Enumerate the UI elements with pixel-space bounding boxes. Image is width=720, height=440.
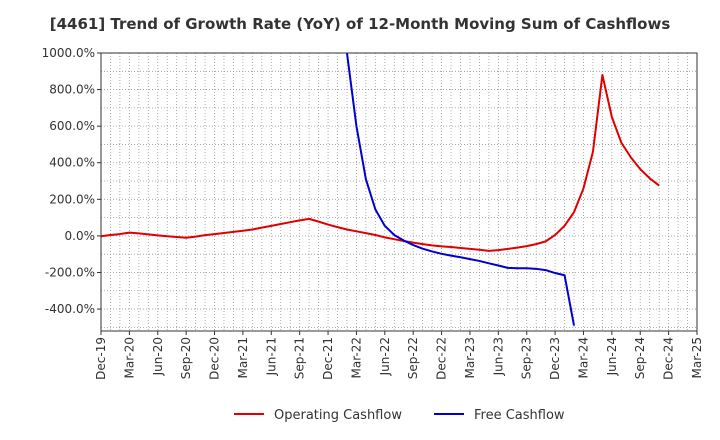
series-lines [101,53,660,326]
y-tick-label: 600.0% [49,119,95,133]
x-tick-label: Dec-24 [662,337,676,380]
x-tick-label: Mar-22 [349,337,363,378]
x-tick-label: Dec-19 [94,337,108,380]
x-tick-label: Sep-22 [406,337,420,379]
y-tick-label: 800.0% [49,83,95,97]
y-tick-label: 1000.0% [42,46,95,60]
x-tick-label: Jun-20 [151,337,165,376]
x-tick-label: Jun-23 [491,337,505,376]
legend-label: Free Cashflow [474,408,565,423]
y-tick-label: 0.0% [65,229,96,243]
series-line-free-cashflow [345,53,576,326]
grid-lines [101,53,697,331]
y-tick-label: 400.0% [49,156,95,170]
x-tick-label: Mar-23 [463,337,477,378]
y-tick-label: 200.0% [49,192,95,206]
x-tick-label: Mar-20 [122,337,136,378]
x-tick-label: Sep-20 [179,337,193,379]
y-axis-ticks: 1000.0% 800.0% 600.0% 400.0% 200.0% 0.0% -200.… [42,46,101,316]
x-tick-label: Sep-21 [293,337,307,379]
legend-item-free-cashflow: Free Cashflow [434,408,565,423]
x-tick-label: Dec-23 [548,337,562,380]
legend-label: Operating Cashflow [274,408,402,423]
plot-area [101,53,697,331]
plot-frame [100,52,698,332]
x-tick-label: Dec-22 [435,337,449,380]
x-tick-label: Dec-20 [208,337,222,380]
x-tick-label: Mar-21 [236,337,250,378]
x-tick-label: Mar-24 [576,337,590,378]
x-tick-label: Mar-25 [690,337,704,378]
x-tick-label: Sep-23 [520,337,534,379]
x-tick-label: Jun-21 [264,337,278,376]
x-tick-label: Jun-24 [605,337,619,376]
x-tick-label: Sep-24 [633,337,647,379]
x-axis-ticks: Dec-19 Mar-20 Jun-20 Sep-20 Dec-20 Mar-21 Jun-… [94,331,704,380]
x-tick-label: Jun-22 [378,337,392,376]
chart-title: [4461] Trend of Growth Rate (YoY) of 12-… [49,15,671,33]
series-line-operating-cashflow [101,73,660,252]
legend-item-operating-cashflow: Operating Cashflow [234,408,402,423]
x-tick-label: Dec-21 [321,337,335,380]
y-tick-label: -400.0% [45,302,95,316]
y-tick-label: -200.0% [45,265,95,279]
legend: Operating Cashflow Free Cashflow [234,408,565,423]
